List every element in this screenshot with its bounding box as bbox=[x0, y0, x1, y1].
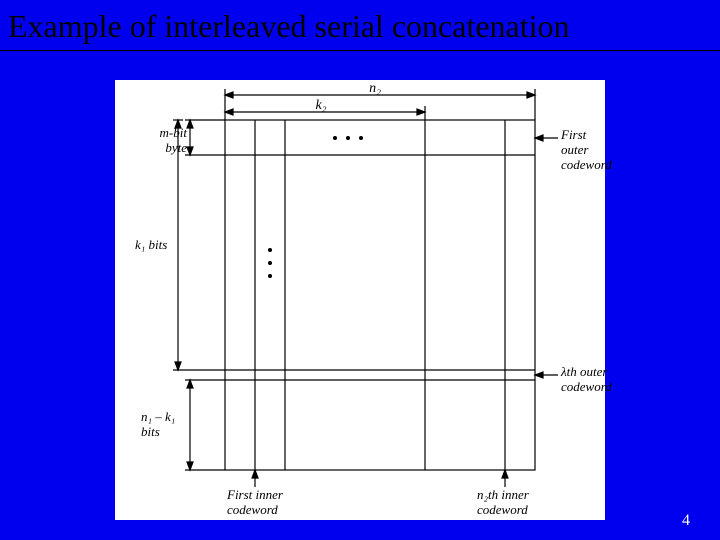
figure-container: n₂ k₂ m-bitbyte k₁ bits n₁ – k₁bits Firs… bbox=[115, 80, 605, 520]
k1-label: k₁ bits bbox=[135, 238, 167, 253]
k2-label: k₂ bbox=[315, 98, 326, 113]
lth-outer-label: λth outercodeword bbox=[561, 365, 612, 395]
slide-title: Example of interleaved serial concatenat… bbox=[8, 8, 712, 45]
mbit-byte-label: m-bitbyte bbox=[151, 126, 187, 156]
n2-label: n₂ bbox=[369, 81, 381, 96]
first-outer-label: First outercodeword bbox=[561, 128, 612, 173]
page-number: 4 bbox=[682, 512, 690, 530]
v-dots bbox=[268, 248, 272, 278]
first-inner-label: First innercodeword bbox=[227, 488, 283, 518]
grid-frame bbox=[225, 120, 535, 470]
n2th-inner-label: n₂th innercodeword bbox=[477, 488, 529, 518]
n1k1-label: n₁ – k₁bits bbox=[141, 410, 175, 440]
diagram-svg: n₂ k₂ bbox=[115, 80, 605, 520]
title-underline bbox=[0, 50, 720, 51]
h-dots bbox=[333, 136, 363, 140]
